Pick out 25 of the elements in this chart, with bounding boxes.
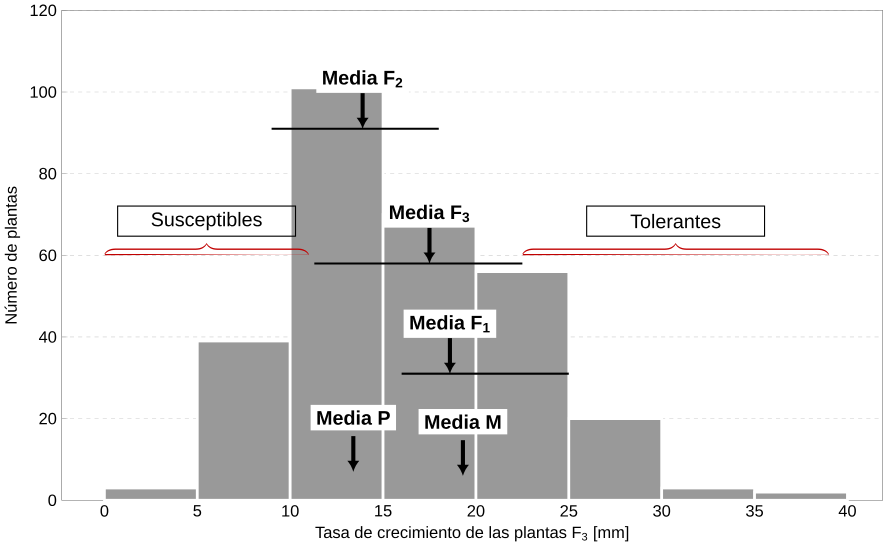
x-tick-label: 35 [746,505,763,517]
x-tick-label: 10 [282,505,299,517]
y-tick-label: 120 [30,4,56,16]
annotation: Media F$_{3}$ [390,204,470,222]
y-tick-label: 60 [39,250,56,262]
y-tick-label: 100 [30,86,56,98]
x-tick-label: 15 [375,505,392,517]
x-axis-title: Tasa de crecimiento de las plantas F$_{3}$ [mm] [315,526,628,542]
y-tick-label: 80 [39,168,56,180]
x-tick-label: 0 [100,505,108,517]
y-tick-label: 20 [39,412,56,424]
y-tick-label: 40 [38,331,56,343]
x-tick-label: 30 [653,505,670,517]
annotation: Susceptibles [152,212,262,230]
x-tick-label: 20 [468,505,484,517]
x-tick-label: 5 [193,505,202,517]
annotation: Tolerantes [630,214,720,228]
y-tick-label: 0 [48,494,56,506]
y-axis-title: Número de plantas [4,186,20,324]
annotation: Media F$_{1}$ [410,315,490,332]
annotation: Media M [425,414,500,429]
x-tick-label: 25 [560,505,578,517]
annotation: Media P [317,410,390,425]
x-tick-label: 40 [838,505,856,517]
annotation: Media F$_{2}$ [323,70,402,88]
